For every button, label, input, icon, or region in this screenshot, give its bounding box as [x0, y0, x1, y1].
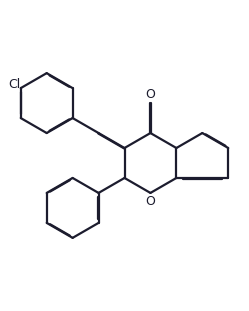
- Text: O: O: [145, 195, 155, 208]
- Text: O: O: [145, 88, 155, 101]
- Text: Cl: Cl: [8, 78, 20, 91]
